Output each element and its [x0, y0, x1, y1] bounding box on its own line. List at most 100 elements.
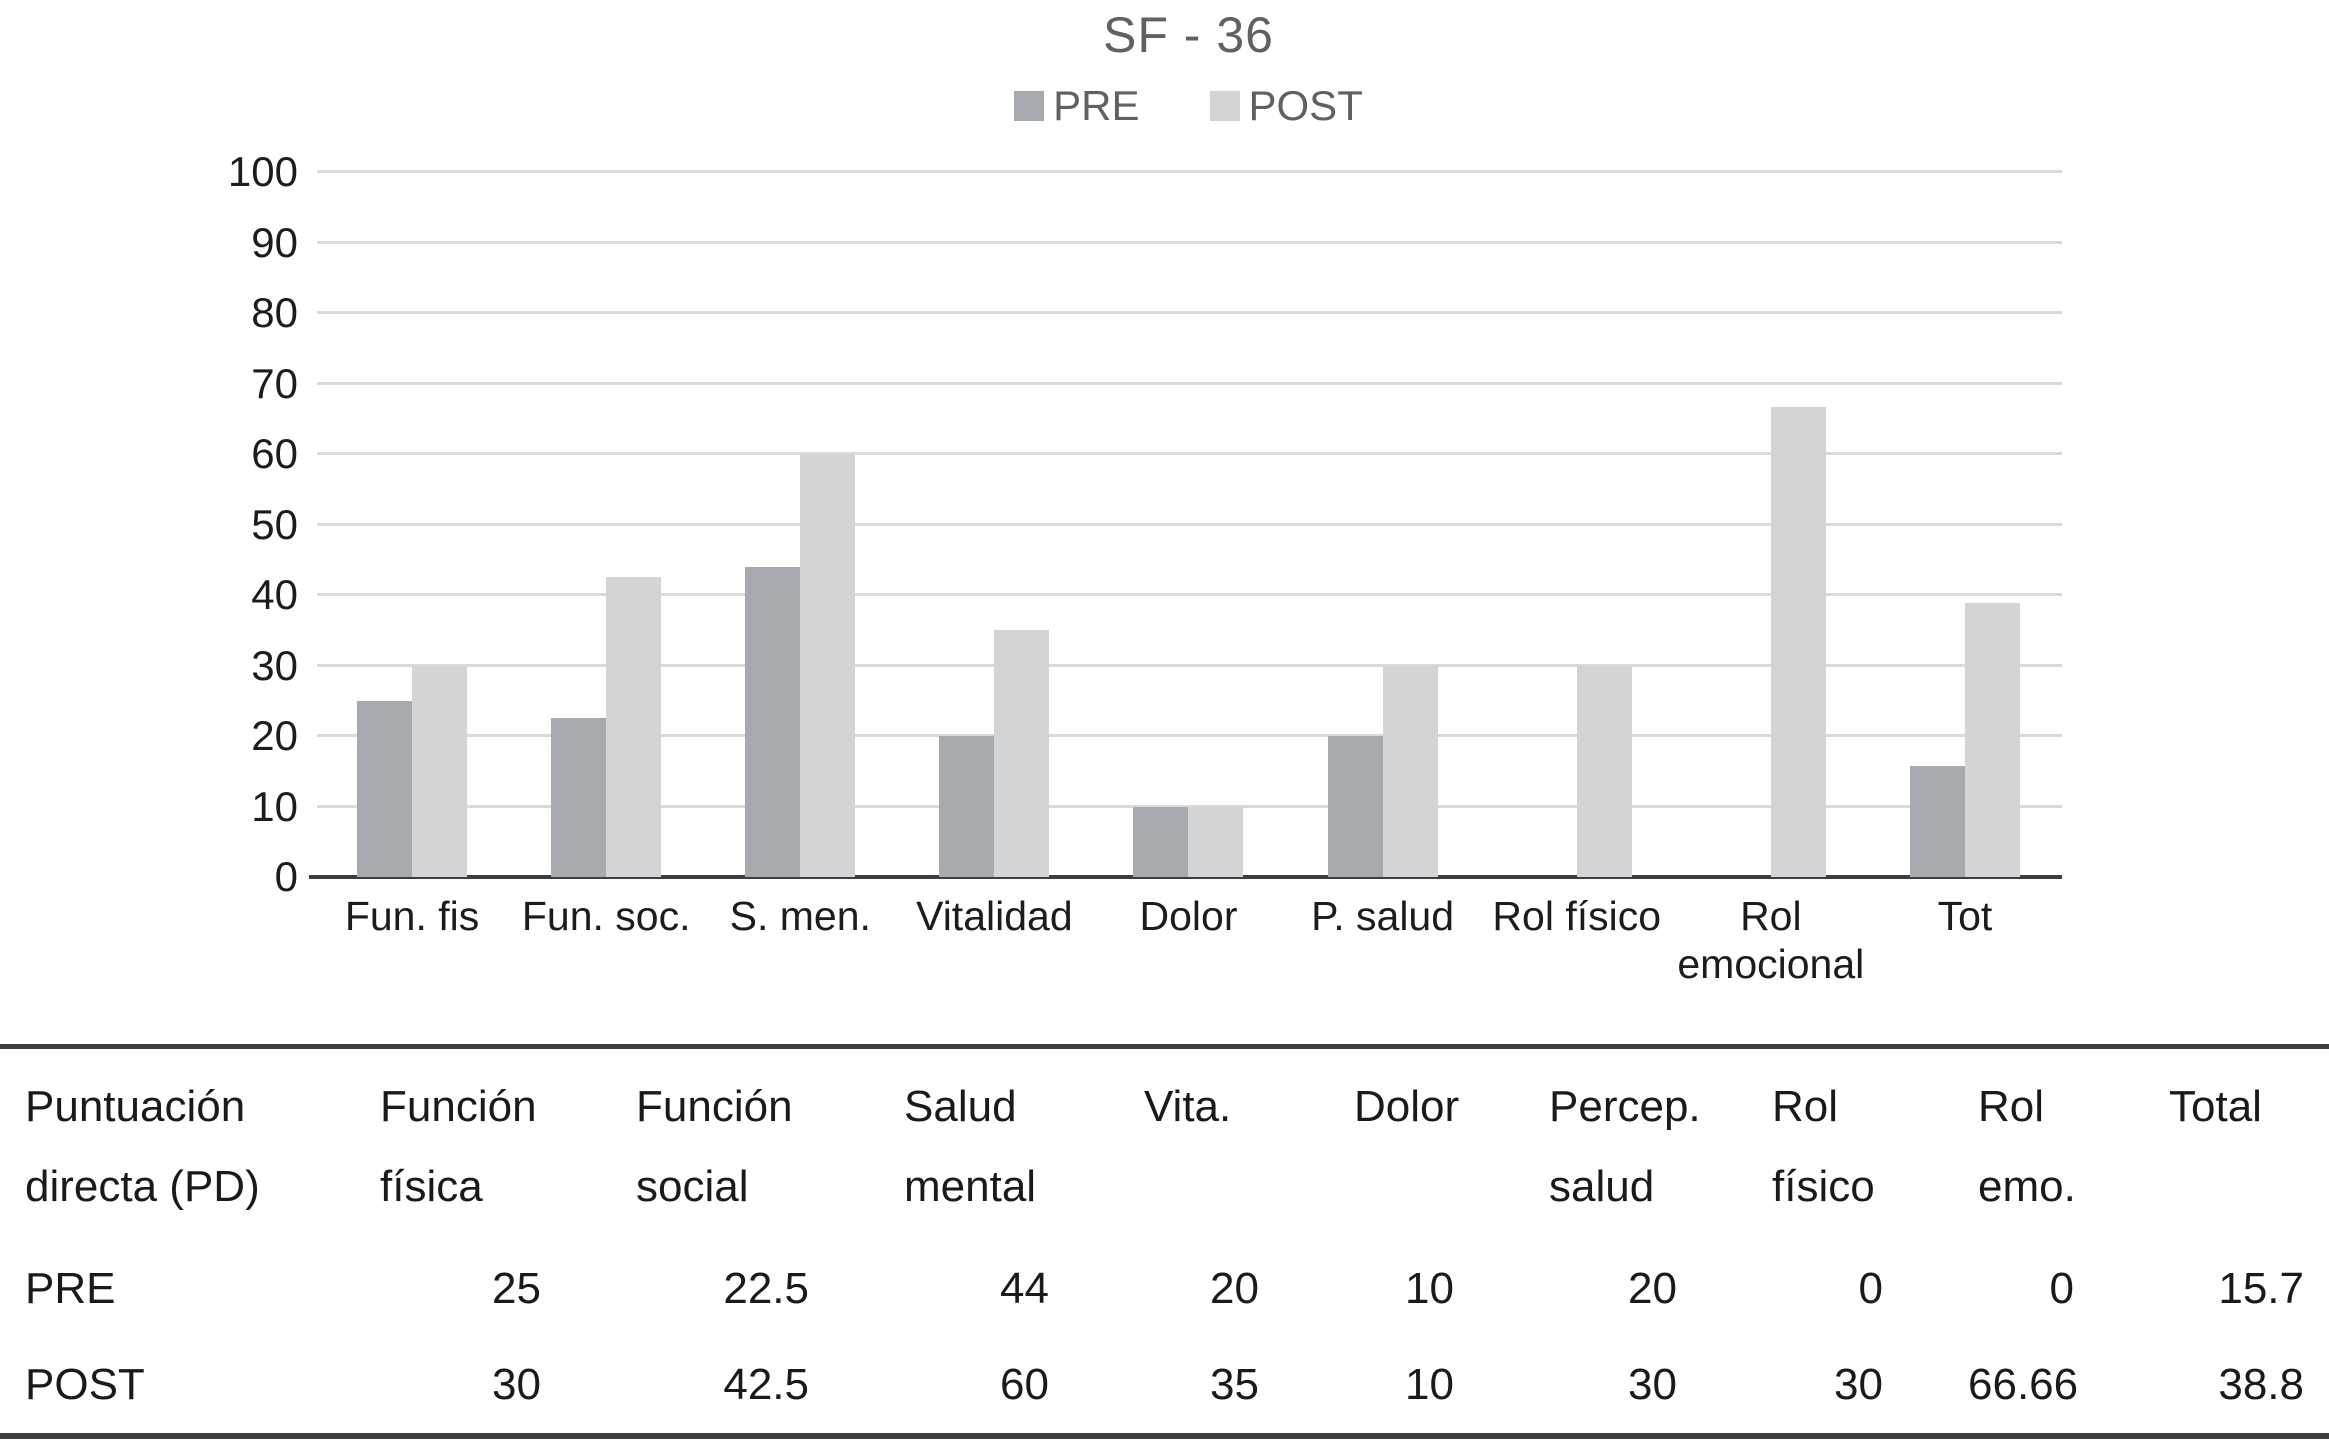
column-header-line: Dolor [1354, 1082, 1460, 1131]
bar-post-dolor [1188, 806, 1244, 877]
x-label-vitalidad: Vitalidad [916, 893, 1073, 939]
bar-post-p-salud [1382, 665, 1438, 877]
table-header-row: Puntuación directa (PD) Función física Funci… [0, 1049, 2329, 1241]
chart-legend: PRE POST [315, 82, 2062, 130]
cell-post-4: 10 [1405, 1360, 1454, 1409]
x-label-rol-fisico: Rol físico [1492, 893, 1662, 939]
bar-post-tot [1964, 603, 2020, 877]
cell-pre-3: 20 [1210, 1264, 1259, 1313]
cell-post-8: 38.8 [2218, 1360, 2304, 1409]
bar-post-rol-fisico [1576, 665, 1632, 877]
column-header-line: Salud [904, 1082, 1017, 1131]
gridline-20 [317, 734, 2062, 737]
results-table: Puntuación directa (PD) Función física Funci… [0, 1044, 2329, 1439]
cell-pre-4: 10 [1405, 1264, 1454, 1313]
bar-pre-p-salud [1327, 736, 1383, 877]
cell-post-2: 60 [1000, 1360, 1049, 1409]
bar-group-tot [1868, 603, 2062, 877]
column-header-line: Función [636, 1082, 793, 1131]
column-header-line: físico [1772, 1162, 1875, 1211]
cell-pre-6: 0 [1858, 1264, 1883, 1313]
x-label-fun-fis: Fun. fis [344, 893, 480, 939]
bar-pre-fun-fis [357, 700, 413, 877]
gridline-90 [317, 240, 2062, 244]
x-label-p-salud: P. salud [1311, 893, 1455, 939]
legend-swatch-post-icon [1209, 91, 1240, 121]
cell-post-6: 30 [1834, 1360, 1883, 1409]
bar-group-vitalidad [897, 630, 1091, 877]
x-axis-line [309, 875, 2062, 879]
bar-group-s-men [703, 454, 897, 877]
cell-pre-0: 25 [492, 1264, 541, 1313]
y-tick-label-30: 30 [251, 641, 298, 689]
column-header-vita: Vita. [1134, 1049, 1344, 1241]
y-tick-label-90: 90 [251, 218, 298, 266]
y-tick-label-50: 50 [251, 500, 298, 548]
column-header-line: mental [904, 1162, 1037, 1211]
gridline-60 [317, 452, 2062, 455]
gridline-10 [317, 804, 2062, 808]
y-tick-label-0: 0 [274, 853, 298, 900]
x-label-rol-emocional: Rol emocional [1677, 893, 1865, 987]
bar-group-fun-fis [315, 665, 509, 877]
bar-group-rol-emocional [1674, 407, 1868, 877]
bar-pre-fun-soc [551, 718, 607, 877]
y-tick-label-100: 100 [227, 148, 298, 195]
bar-post-s-men [800, 454, 856, 877]
cell-pre-1: 22.5 [723, 1264, 809, 1313]
plot-area [309, 170, 2062, 879]
cell-post-3: 35 [1210, 1360, 1259, 1409]
y-tick-label-40: 40 [251, 571, 298, 618]
row-header-line: Puntuación [25, 1082, 246, 1131]
gridline-70 [317, 381, 2062, 385]
table-row-pre: PRE 25 22.5 44 20 10 20 0 0 15.7 [0, 1241, 2329, 1337]
table-row-post: POST 30 42.5 60 35 10 30 30 66.66 38.8 [0, 1337, 2329, 1433]
legend-label-post: POST [1248, 82, 1363, 129]
bar-group-fun-soc [509, 577, 703, 877]
row-header-line: directa (PD) [25, 1162, 260, 1211]
cell-pre-8: 15.7 [2218, 1264, 2304, 1313]
cell-post-5: 30 [1628, 1360, 1677, 1409]
bar-post-rol-emocional [1770, 407, 1826, 877]
column-header-line: Función [380, 1082, 537, 1131]
column-header-percep-salud: Percep. salud [1539, 1049, 1762, 1241]
row-label-pre: PRE [25, 1264, 116, 1313]
bar-post-fun-fis [412, 665, 468, 877]
y-tick-label-60: 60 [251, 430, 298, 477]
gridline-80 [317, 311, 2062, 314]
x-label-tot: Tot [1937, 893, 1993, 939]
bar-post-fun-soc [606, 577, 662, 877]
column-header-rol-fisico: Rol físico [1762, 1049, 1968, 1241]
column-header-line: Rol [1772, 1082, 1839, 1131]
bar-pre-dolor [1133, 806, 1189, 877]
column-header-funcion-fisica: Función física [370, 1049, 626, 1241]
gridline-100 [317, 170, 2062, 173]
bar-group-dolor [1091, 806, 1285, 877]
column-header-salud-mental: Salud mental [894, 1049, 1134, 1241]
legend-item-pre: PRE [1014, 82, 1140, 130]
column-header-line: Total [2169, 1082, 2262, 1131]
gridline-30 [317, 663, 2062, 667]
y-tick-label-20: 20 [251, 712, 298, 759]
cell-post-7: 66.66 [1968, 1360, 2079, 1409]
bar-group-p-salud [1286, 665, 1480, 877]
bar-post-vitalidad [994, 630, 1050, 877]
gridline-50 [317, 522, 2062, 526]
cell-pre-2: 44 [1000, 1264, 1049, 1313]
column-header-line: salud [1549, 1162, 1655, 1211]
cell-post-1: 42.5 [723, 1360, 809, 1409]
column-header-line: física [380, 1162, 483, 1211]
x-label-s-men: S. men. [729, 893, 871, 939]
column-header-rol-emo: Rol emo. [1968, 1049, 2159, 1241]
legend-item-post: POST [1209, 82, 1363, 130]
y-tick-label-80: 80 [251, 289, 298, 336]
column-header-total: Total [2159, 1049, 2329, 1241]
bar-pre-vitalidad [939, 736, 995, 877]
row-label-post: POST [25, 1360, 145, 1409]
column-header-dolor: Dolor [1344, 1049, 1539, 1241]
cell-pre-7: 0 [2049, 1264, 2074, 1313]
x-label-dolor: Dolor [1139, 893, 1238, 939]
legend-swatch-pre-icon [1014, 91, 1045, 121]
y-tick-label-70: 70 [251, 359, 298, 407]
